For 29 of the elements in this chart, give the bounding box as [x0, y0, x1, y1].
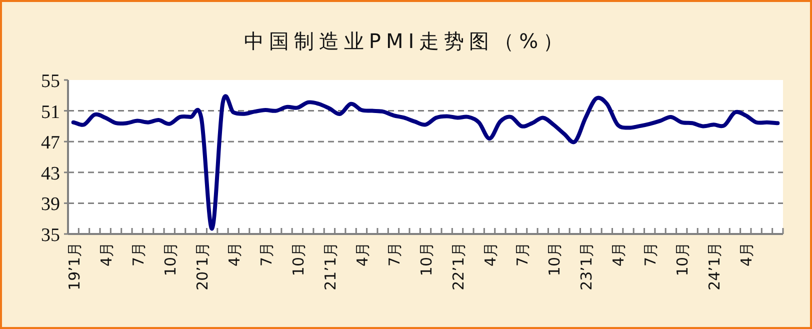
- x-tick-label: 24’1月: [706, 242, 724, 290]
- x-tick-label: 4月: [353, 242, 372, 267]
- x-tick-label: 10月: [289, 242, 308, 276]
- x-tick-label: 7月: [642, 242, 660, 267]
- x-tick-label: 10月: [418, 242, 436, 276]
- chart-title: 中国制造业PMI走势图（%）: [244, 29, 568, 53]
- x-tick-label: 7月: [385, 242, 404, 267]
- x-tick-label: 4月: [610, 242, 628, 267]
- y-tick-label: 51: [41, 102, 60, 123]
- x-tick-label: 21’1月: [321, 242, 340, 290]
- x-tick-label: 7月: [129, 242, 148, 267]
- x-tick-label: 22’1月: [450, 242, 468, 290]
- y-tick-label: 35: [41, 225, 60, 246]
- x-tick-label: 7月: [514, 242, 532, 267]
- y-tick-label: 43: [41, 163, 60, 184]
- y-tick-label: 47: [41, 132, 60, 154]
- x-tick-label: 23’1月: [578, 242, 596, 290]
- x-tick-label: 4月: [97, 242, 116, 267]
- x-tick-label: 4月: [738, 242, 756, 267]
- x-tick-label: 10月: [674, 242, 692, 276]
- x-tick-label: 7月: [257, 242, 276, 267]
- x-tick-label: 4月: [225, 242, 244, 267]
- y-tick-label: 39: [41, 194, 60, 216]
- x-tick-label: 19’1月: [65, 242, 84, 290]
- x-tick-label: 20’1月: [193, 242, 212, 290]
- x-tick-label: 10月: [546, 242, 564, 276]
- x-tick-label: 4月: [482, 242, 500, 267]
- y-tick-label: 55: [41, 71, 60, 92]
- x-tick-label: 10月: [161, 242, 180, 276]
